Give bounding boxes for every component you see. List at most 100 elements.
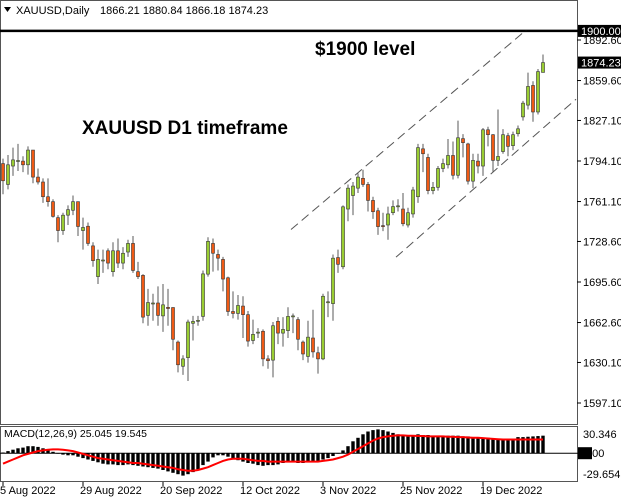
candle-26 [131,236,135,273]
price-tick-label: 1630.10 [583,357,621,369]
candle-99 [496,109,500,167]
candle-35 [176,340,180,373]
macd-bar-78 [391,432,395,454]
candle-body [386,213,390,226]
candle-100 [501,129,505,154]
last-price-tag-box [578,56,621,69]
candle-body [496,156,500,161]
candle-61 [306,320,310,363]
candle-body [441,163,445,169]
candle-83 [416,143,420,203]
macd-bar-62 [311,453,315,462]
triangle-down-icon[interactable] [4,7,11,12]
macd-plot [0,429,578,476]
candle-5 [26,146,30,175]
candle-70 [351,182,355,216]
candle-body [266,358,270,362]
candle-body [6,164,10,185]
candle-body [301,341,305,355]
candle-39 [196,315,200,326]
macd-bar-56 [281,453,285,463]
macd-bar-12 [61,453,65,455]
candle-33 [166,288,170,326]
macd-bar-42 [211,453,215,458]
candle-19 [96,249,100,284]
candle-6 [31,149,35,184]
candle-body [461,138,465,143]
candle-17 [86,222,90,246]
candle-85 [426,153,430,195]
candle-108 [541,54,545,73]
candle-28 [141,274,145,324]
macd-bar-67 [336,453,340,454]
macd-bar-58 [291,453,295,463]
candle-body [276,321,280,334]
macd-bar-46 [231,453,235,459]
date-tick-label: 25 Nov 2022 [400,485,462,497]
macd-bar-91 [456,435,460,454]
macd-bar-35 [176,453,180,475]
macd-bar-9 [46,449,50,454]
candle-body [66,209,70,216]
candle-86 [431,182,435,195]
candle-body [21,160,25,166]
macd-bar-93 [466,436,470,454]
candle-body [351,185,355,196]
candle-9 [46,178,50,207]
macd-bar-98 [491,438,495,454]
macd-bar-23 [116,453,120,466]
candle-80 [401,193,405,227]
candle-body [166,306,170,309]
macd-bar-13 [66,453,70,456]
chart-header[interactable]: XAUUSD,Daily 1866.21 1880.84 1866.18 187… [4,5,268,17]
candle-63 [316,346,320,374]
candle-88 [441,158,445,173]
macd-bar-106 [531,436,535,454]
candle-7 [36,168,40,185]
macd-tick-label: 0.00 [583,448,604,460]
macd-bar-26 [131,453,135,466]
macd-bar-36 [181,453,185,476]
macd-bar-60 [301,453,305,463]
price-axis: 1892.60 1859.60 1827.10 1794.10 1761.10 1728.… [577,24,621,410]
macd-bar-87 [436,435,440,454]
macd-bar-65 [326,453,330,459]
candle-55 [276,317,280,345]
candle-77 [386,206,390,240]
candle-59 [296,317,300,351]
candle-37 [186,319,190,382]
candle-body [451,155,455,176]
candle-74 [371,196,375,219]
candle-46 [231,291,235,319]
macd-bar-27 [136,453,140,466]
candle-67 [336,249,340,273]
candle-65 [326,291,330,318]
candle-102 [511,131,515,151]
candle-body [131,243,135,271]
candle-31 [156,286,160,326]
macd-bar-86 [431,435,435,454]
annotation-timeframe: XAUUSD D1 timeframe [82,118,288,139]
candle-44 [221,256,225,292]
macd-bar-1 [6,451,10,454]
macd-axis: 30.346 0.00 -29.654 [578,429,620,481]
candle-body [281,329,285,334]
candle-78 [391,200,395,216]
candle-13 [66,205,70,225]
candle-12 [61,212,65,235]
macd-bar-84 [421,435,425,454]
candle-body [316,352,320,360]
candle-1 [6,154,10,190]
macd-bar-89 [446,435,450,454]
candle-43 [216,249,220,271]
macd-bar-28 [141,453,145,467]
macd-bar-76 [381,430,385,454]
candle-body [526,86,530,106]
macd-bar-54 [271,453,275,466]
price-tick-label: 1794.10 [583,156,621,168]
macd-bar-53 [266,453,270,466]
macd-tick-label: -29.654 [583,469,620,481]
candle-body [201,273,205,317]
candle-91 [456,120,460,179]
